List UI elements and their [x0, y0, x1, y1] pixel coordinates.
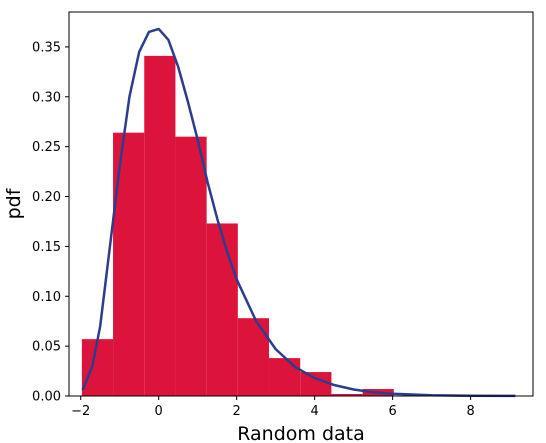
y-tick-label: 0.00 — [32, 390, 61, 405]
x-tick-label: 0 — [155, 404, 163, 419]
histogram-bar — [175, 136, 207, 396]
y-tick-label: 0.30 — [32, 90, 61, 105]
pdf-curve — [81, 27, 516, 398]
y-tick-label: 0.10 — [32, 290, 61, 305]
y-tick-label: 0.20 — [32, 190, 61, 205]
histogram-bar — [206, 223, 238, 396]
histogram-bar — [237, 318, 270, 396]
x-tick-label: 2 — [233, 404, 241, 419]
pdf-curve-layer — [81, 27, 516, 398]
histogram-bars — [81, 55, 394, 397]
x-axis-ticks: −2 0 2 4 6 8 — [71, 396, 475, 419]
y-tick-label: 0.05 — [32, 340, 61, 355]
y-axis-ticks: 0.00 0.05 0.10 0.15 0.20 0.25 0.30 0.35 — [32, 40, 69, 405]
plot-frame — [68, 11, 534, 397]
histogram-bar — [269, 358, 301, 396]
y-tick-label: 0.15 — [32, 240, 61, 255]
x-tick-label: 4 — [311, 404, 319, 419]
y-tick-label: 0.35 — [32, 40, 61, 55]
histogram-bar — [144, 55, 176, 397]
histogram-bar — [113, 132, 145, 396]
x-tick-label: 6 — [388, 404, 396, 419]
x-tick-label: 8 — [466, 404, 474, 419]
x-axis-title: Random data — [237, 423, 365, 443]
x-tick-label: −2 — [71, 404, 90, 419]
y-tick-label: 0.25 — [32, 140, 61, 155]
histogram-bar — [300, 372, 332, 396]
histogram-bar — [331, 394, 363, 396]
histogram-bar — [81, 339, 114, 396]
y-axis-title: pdf — [3, 187, 25, 219]
